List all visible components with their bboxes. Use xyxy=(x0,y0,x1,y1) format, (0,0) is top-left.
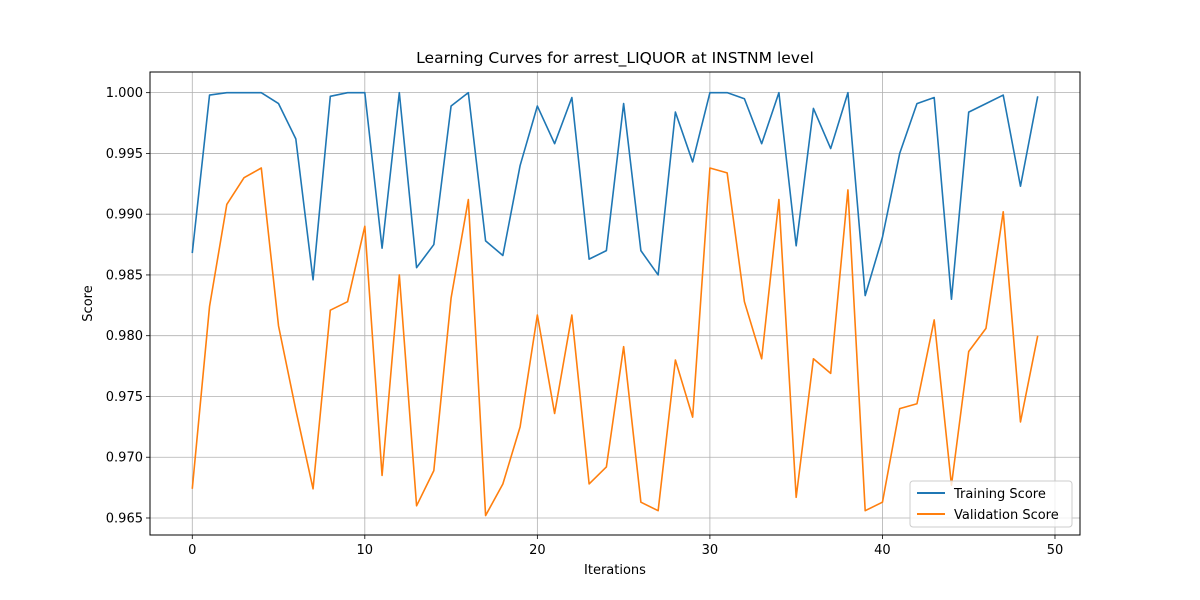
y-tick-label: 0.975 xyxy=(106,390,143,405)
y-axis-title: Score xyxy=(81,285,96,321)
y-tick-label: 1.000 xyxy=(106,86,143,101)
chart-title: Learning Curves for arrest_LIQUOR at INS… xyxy=(416,49,814,68)
y-tick-label: 0.995 xyxy=(106,147,143,162)
legend-label-training: Training Score xyxy=(953,487,1046,502)
y-tick-label: 0.970 xyxy=(106,451,143,466)
legend-box xyxy=(909,480,1073,528)
y-tick-label: 0.990 xyxy=(106,208,143,223)
series-layer xyxy=(191,91,1039,517)
plot-area-frame xyxy=(149,71,1081,536)
x-tick-label: 20 xyxy=(529,543,546,558)
y-tick-label: 0.965 xyxy=(106,511,143,526)
training-score-line xyxy=(191,91,1039,301)
x-tick-label: 0 xyxy=(188,543,196,558)
x-tick-label: 40 xyxy=(874,543,891,558)
legend-label-validation: Validation Score xyxy=(954,508,1059,523)
y-tick-label: 0.980 xyxy=(106,329,143,344)
x-tick-label: 50 xyxy=(1047,543,1064,558)
x-tick-label: 30 xyxy=(702,543,719,558)
y-tick-label: 0.985 xyxy=(106,268,143,283)
x-axis-title: Iterations xyxy=(584,563,646,578)
legend: Training Score Validation Score xyxy=(909,480,1073,528)
x-tick-label: 10 xyxy=(357,543,374,558)
validation-score-line xyxy=(191,167,1039,517)
axis-ticks: 0 10 20 30 40 50 0.965 0.970 0.975 0.980 0.985 0.99… xyxy=(106,86,1063,558)
